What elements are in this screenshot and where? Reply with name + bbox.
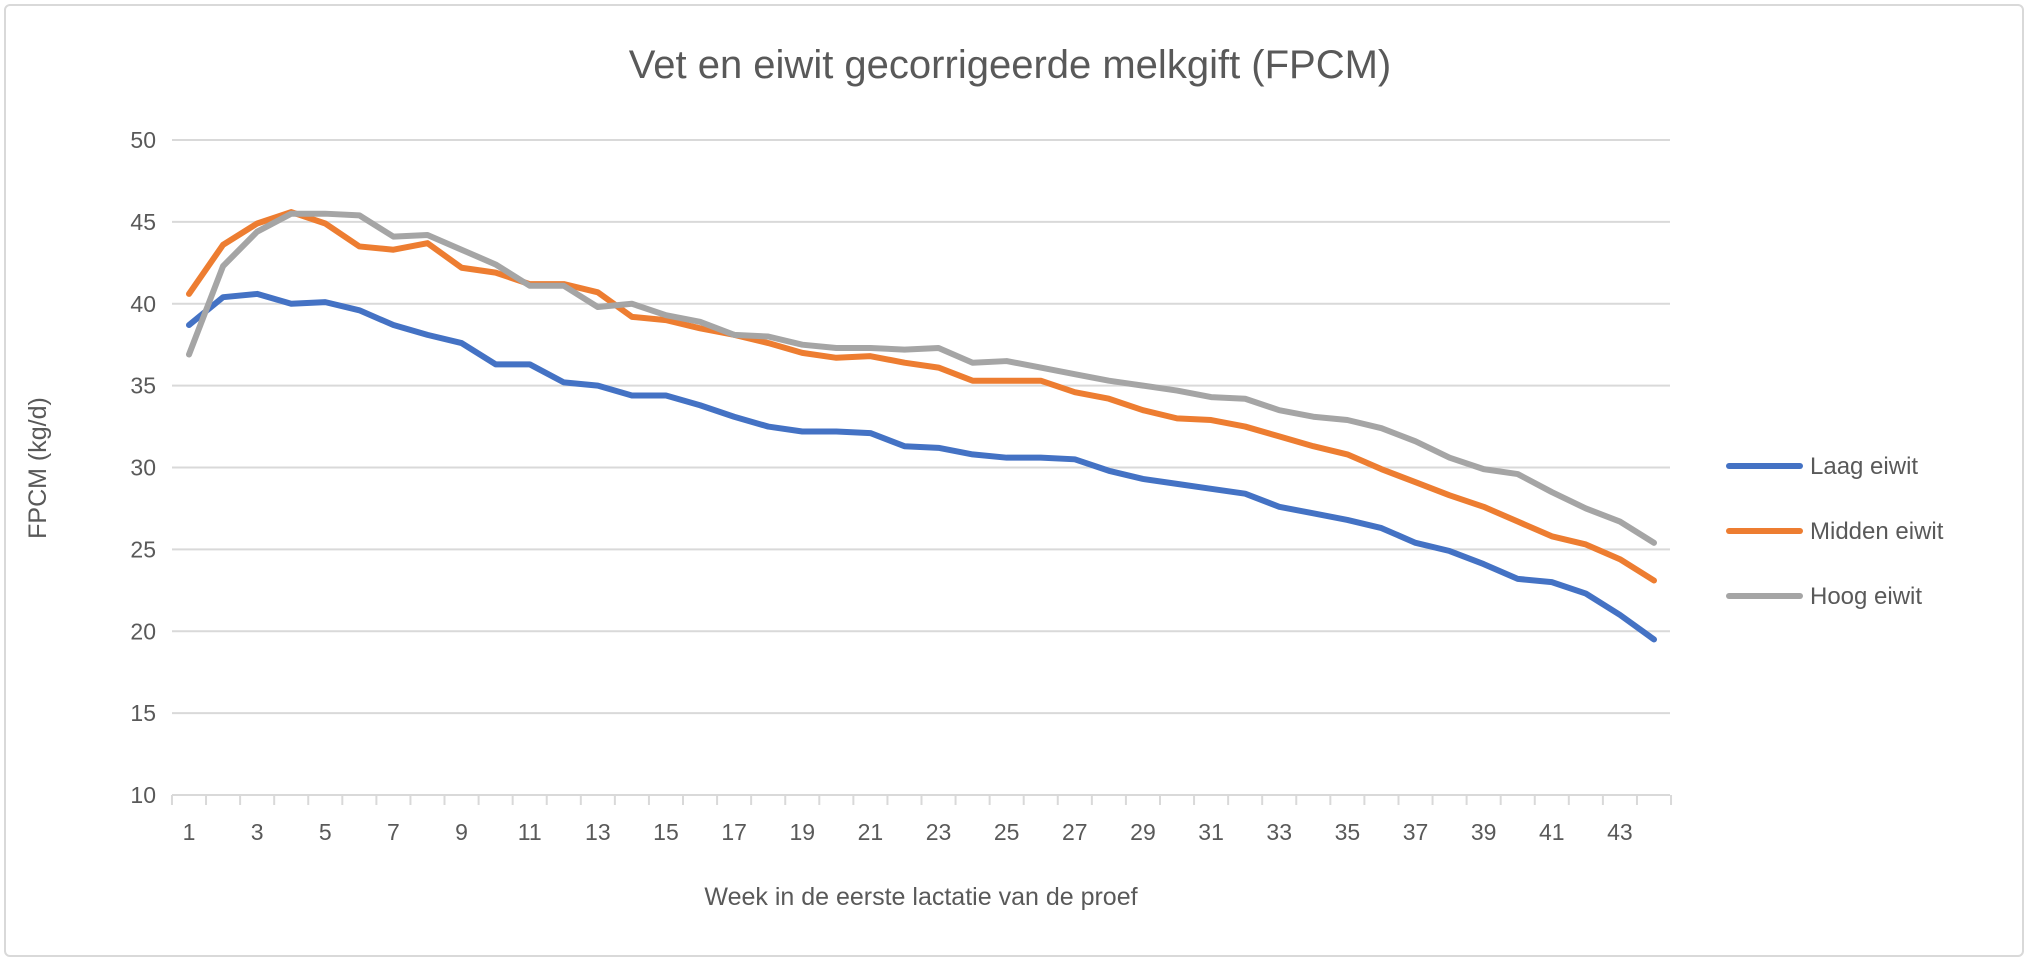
chart-frame <box>4 4 2024 957</box>
x-tick-label: 1 <box>183 819 196 845</box>
legend: Laag eiwit Midden eiwit Hoog eiwit <box>1726 453 1944 610</box>
x-tick-label: 29 <box>1130 819 1156 845</box>
y-tick-label: 30 <box>130 455 156 481</box>
x-tick-label: 19 <box>789 819 815 845</box>
gridlines <box>170 139 1673 805</box>
x-tick-label: 27 <box>1062 819 1088 845</box>
x-tick-label: 21 <box>858 819 884 845</box>
series-line-2 <box>186 210 1657 546</box>
x-tick-label: 35 <box>1335 819 1361 845</box>
x-tick-label: 23 <box>926 819 952 845</box>
y-tick-label: 50 <box>130 127 156 153</box>
x-tick-label: 25 <box>994 819 1020 845</box>
y-axis-label: FPCM (kg/d) <box>24 397 52 539</box>
y-tick-label: 10 <box>130 782 156 808</box>
y-tick-label: 20 <box>130 618 156 644</box>
x-tick-label: 33 <box>1266 819 1292 845</box>
series-line-1 <box>186 209 1657 584</box>
legend-label: Hoog eiwit <box>1810 583 1922 610</box>
y-tick-label: 40 <box>130 291 156 317</box>
x-tick-label: 37 <box>1403 819 1429 845</box>
y-tick-label: 45 <box>130 209 156 235</box>
x-tick-label: 41 <box>1539 819 1565 845</box>
y-tick-label: 15 <box>130 700 156 726</box>
x-axis-label: Week in de eerste lactatie van de proef <box>704 883 1137 911</box>
x-tick-label: 3 <box>251 819 264 845</box>
chart-title: Vet en eiwit gecorrigeerde melkgift (FPC… <box>629 43 1392 87</box>
y-tick-labels: 10 15 20 25 30 35 40 45 50 <box>130 127 156 808</box>
x-tick-label: 7 <box>387 819 400 845</box>
legend-label: Laag eiwit <box>1810 453 1918 480</box>
legend-label: Midden eiwit <box>1810 518 1944 545</box>
x-tick-label: 5 <box>319 819 332 845</box>
x-tick-label: 15 <box>653 819 679 845</box>
y-tick-label: 25 <box>130 536 156 562</box>
x-tick-label: 9 <box>455 819 468 845</box>
x-tick-label: 17 <box>721 819 747 845</box>
y-tick-label: 35 <box>130 373 156 399</box>
x-tick-label: 43 <box>1607 819 1633 845</box>
x-tick-label: 13 <box>585 819 611 845</box>
x-tick-labels: 1 3 5 7 9 11 13 15 17 19 21 23 25 27 29 31 33 35 37 39 41 43 <box>183 819 1633 845</box>
series-lines <box>186 209 1657 643</box>
series-line-0 <box>186 290 1657 643</box>
x-tick-label: 31 <box>1198 819 1224 845</box>
x-tick-label: 39 <box>1471 819 1497 845</box>
x-tick-label: 11 <box>518 819 542 845</box>
